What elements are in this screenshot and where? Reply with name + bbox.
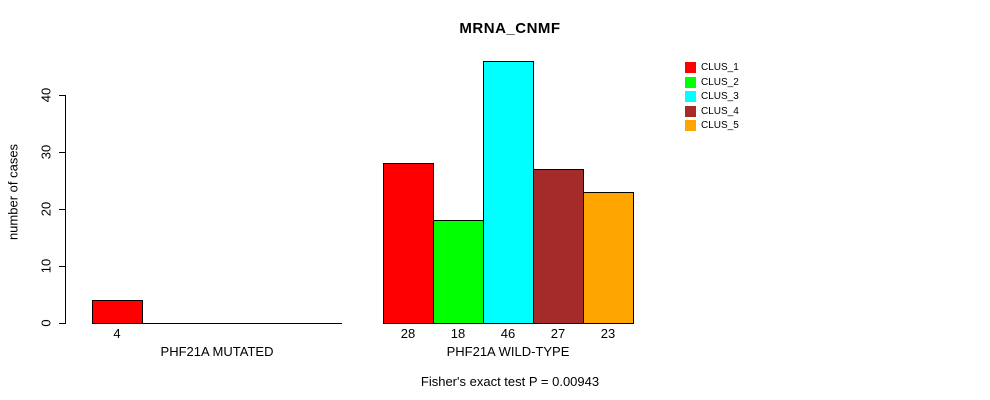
x-group-label-wild-type: PHF21A WILD-TYPE <box>446 344 570 359</box>
y-tick <box>59 266 66 267</box>
legend-label: CLUS_5 <box>701 120 739 131</box>
y-tick <box>59 95 66 96</box>
bar-clus_1 <box>383 163 434 324</box>
y-tick-label: 0 <box>38 319 54 327</box>
legend-label: CLUS_4 <box>701 105 739 117</box>
legend-swatch-clus_2 <box>685 76 696 88</box>
bar-clus_4 <box>533 169 584 324</box>
bar-value-label: 23 <box>600 326 616 341</box>
bar-clus_5 <box>583 192 634 324</box>
legend-entry: CLUS_1 <box>685 62 739 73</box>
y-tick-label: 40 <box>38 87 54 103</box>
legend-label: CLUS_1 <box>701 62 739 73</box>
legend-swatch-clus_1 <box>685 62 696 73</box>
legend-entry: CLUS_2 <box>685 76 739 88</box>
legend-label: CLUS_2 <box>701 76 739 88</box>
legend: CLUS_1 CLUS_2 CLUS_3 CLUS_4 CLUS_5 <box>685 62 739 131</box>
legend-label: CLUS_3 <box>701 91 739 102</box>
legend-swatch-clus_4 <box>685 105 696 117</box>
legend-entry: CLUS_4 <box>685 105 739 117</box>
y-tick <box>59 209 66 210</box>
bar-value-label: 18 <box>450 326 466 341</box>
y-tick <box>59 323 66 324</box>
bar-clus_1 <box>92 300 143 324</box>
legend-entry: CLUS_3 <box>685 91 739 102</box>
y-tick-label: 20 <box>38 201 54 217</box>
bar-value-label: 4 <box>113 326 121 341</box>
bar-value-label: 28 <box>400 326 416 341</box>
legend-entry: CLUS_5 <box>685 120 739 131</box>
bar-value-label: 27 <box>550 326 566 341</box>
bar-clus_3 <box>483 61 534 324</box>
y-tick-label: 10 <box>38 258 54 274</box>
fisher-test-caption: Fisher's exact test P = 0.00943 <box>420 374 600 389</box>
chart-title: MRNA_CNMF <box>459 20 561 37</box>
legend-swatch-clus_3 <box>685 91 696 102</box>
x-group-label-mutated: PHF21A MUTATED <box>160 344 274 359</box>
legend-swatch-clus_5 <box>685 120 696 131</box>
y-tick <box>59 152 66 153</box>
x-axis-baseline <box>92 323 342 324</box>
bar-clus_2 <box>433 220 484 324</box>
bar-value-label: 46 <box>500 326 516 341</box>
y-axis-title: number of cases <box>5 143 21 241</box>
y-tick-label: 30 <box>38 144 54 160</box>
